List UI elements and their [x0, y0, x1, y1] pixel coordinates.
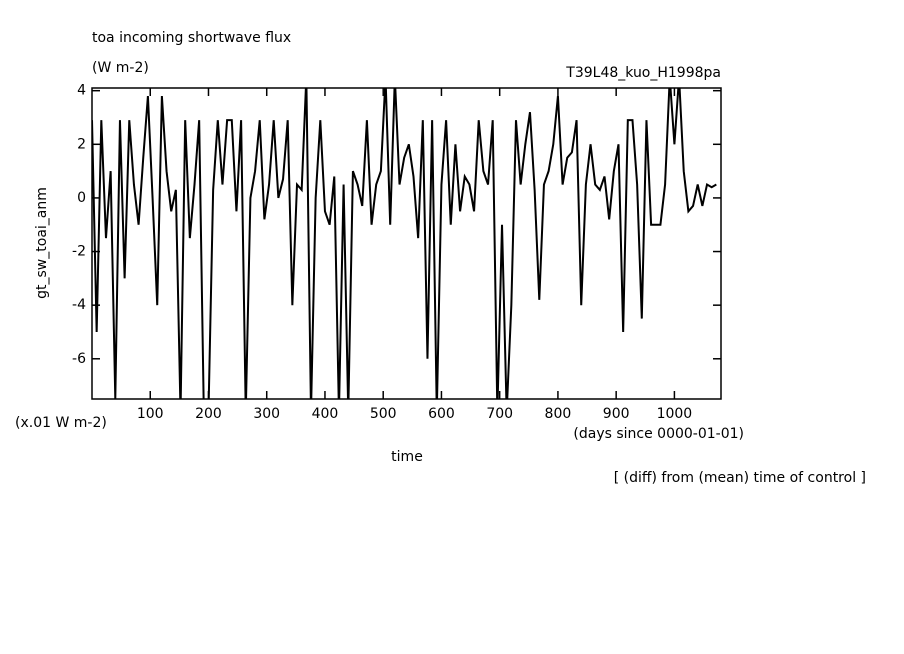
x-unit: (days since 0000-01-01) [573, 426, 744, 442]
x-axis-label: time [391, 449, 423, 465]
subtitle: (W m-2) [92, 60, 149, 76]
x-tick-label: 600 [428, 406, 455, 422]
x-tick-label: 900 [603, 406, 630, 422]
y-tick-label: -6 [72, 351, 86, 367]
y-tick-label: 2 [77, 136, 86, 152]
y-axis-label: gt_sw_toai_anm [34, 187, 50, 299]
x-tick-label: 200 [195, 406, 222, 422]
chart-title: toa incoming shortwave flux [92, 30, 291, 46]
x-tick-label: 300 [253, 406, 280, 422]
note: [ (diff) from (mean) time of control ] [614, 470, 866, 486]
plot-frame [91, 87, 722, 400]
y-tick-label: 4 [77, 83, 86, 99]
y-tick-label: 0 [77, 190, 86, 206]
x-tick-label: 100 [137, 406, 164, 422]
x-tick-label: 700 [486, 406, 513, 422]
y-tick-label: -4 [72, 297, 86, 313]
run-label: T39L48_kuo_H1998pa [565, 65, 721, 81]
y-unit: (x.01 W m-2) [15, 415, 107, 431]
data-line [92, 88, 717, 399]
x-tick-label: 400 [312, 406, 339, 422]
x-tick-label: 800 [545, 406, 572, 422]
y-tick-label: -2 [72, 244, 86, 260]
x-tick-label: 500 [370, 406, 397, 422]
x-tick-label: 1000 [657, 406, 693, 422]
